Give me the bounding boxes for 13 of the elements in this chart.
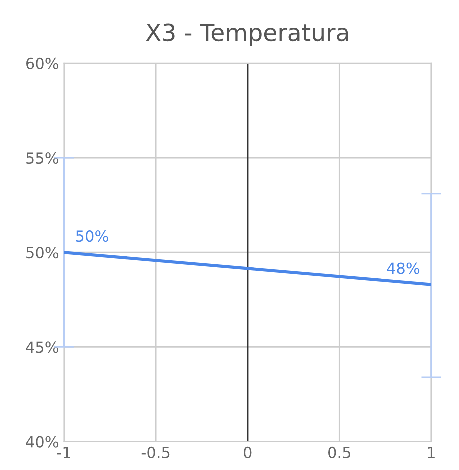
x-tick-label: 1 [428, 447, 435, 458]
x-tick-label: -0.5 [142, 446, 170, 458]
x-tick-label: 0 [244, 446, 252, 458]
chart-title: X3 - Temperatura [146, 24, 348, 46]
y-tick-label: 50% [26, 247, 59, 259]
data-label: 48% [387, 262, 420, 274]
y-tick-label: 45% [26, 342, 59, 354]
x-tick-label: -1 [57, 447, 70, 458]
y-tick-label: 40% [26, 436, 59, 448]
data-label: 50% [76, 230, 108, 242]
y-tick-label: 55% [26, 152, 59, 164]
x-tick-label: 0.5 [328, 446, 350, 458]
y-tick-label: 60% [26, 58, 59, 70]
